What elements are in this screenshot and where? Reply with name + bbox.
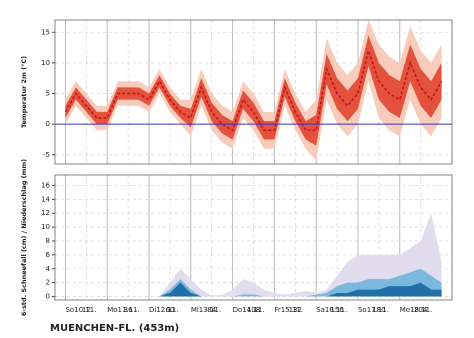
y-axis-label: Temperatur 2m (°C) [20,56,28,128]
y-tick-label: 14 [41,195,50,203]
x-tick-label: So10.11. [65,306,96,314]
y-tick-label: 10 [41,223,50,231]
x-tick-label: 156 [330,306,344,314]
plot-frame [54,19,453,165]
x-tick-label: 132 [289,306,302,314]
y-tick-label: 6 [46,251,51,259]
y-tick-label: 4 [46,265,51,273]
y-tick-label: 0 [46,120,50,128]
precip-area [65,282,442,297]
x-tick-label: Mo11.11. [107,306,140,314]
plot-frame [54,174,453,301]
y-tick-label: 0 [46,293,50,301]
y-tick-label: -5 [43,151,50,159]
y-axis-label: 6-std. Schneefall (cm) / Niederschlag (m… [20,159,28,316]
x-tick-label: Di12.11. [149,306,179,314]
x-tick-label: So17.11. [358,306,389,314]
spread-band [65,20,442,161]
y-tick-label: 15 [41,28,50,36]
precip-area [65,213,442,297]
station-name: MUENCHEN-FL. (453m) [50,323,179,334]
x-tick-label: 60 [165,306,174,314]
x-tick-label: Mi13.11. [191,306,221,314]
y-tick-label: 10 [41,59,50,67]
median-line [64,47,443,132]
y-tick-label: 16 [41,181,50,189]
x-tick-label: Sa16.11. [316,306,347,314]
precip-area [65,268,442,297]
x-tick-label: 36 [124,306,133,314]
x-tick-label: Do14.11. [233,306,265,314]
x-tick-label: 108 [247,306,260,314]
y-tick-label: 12 [41,209,50,217]
spread-band [65,35,442,146]
x-tick-label: Fr15.11. [274,306,303,314]
y-tick-label: 5 [46,90,50,98]
x-tick-label: 12 [82,306,91,314]
x-tick-label: 180 [372,306,385,314]
x-tick-label: 204 [414,306,428,314]
y-tick-label: 2 [46,279,50,287]
x-tick-label: 84 [207,306,216,314]
x-tick-label: Mo18.11. [400,306,433,314]
y-tick-label: 8 [46,237,50,245]
